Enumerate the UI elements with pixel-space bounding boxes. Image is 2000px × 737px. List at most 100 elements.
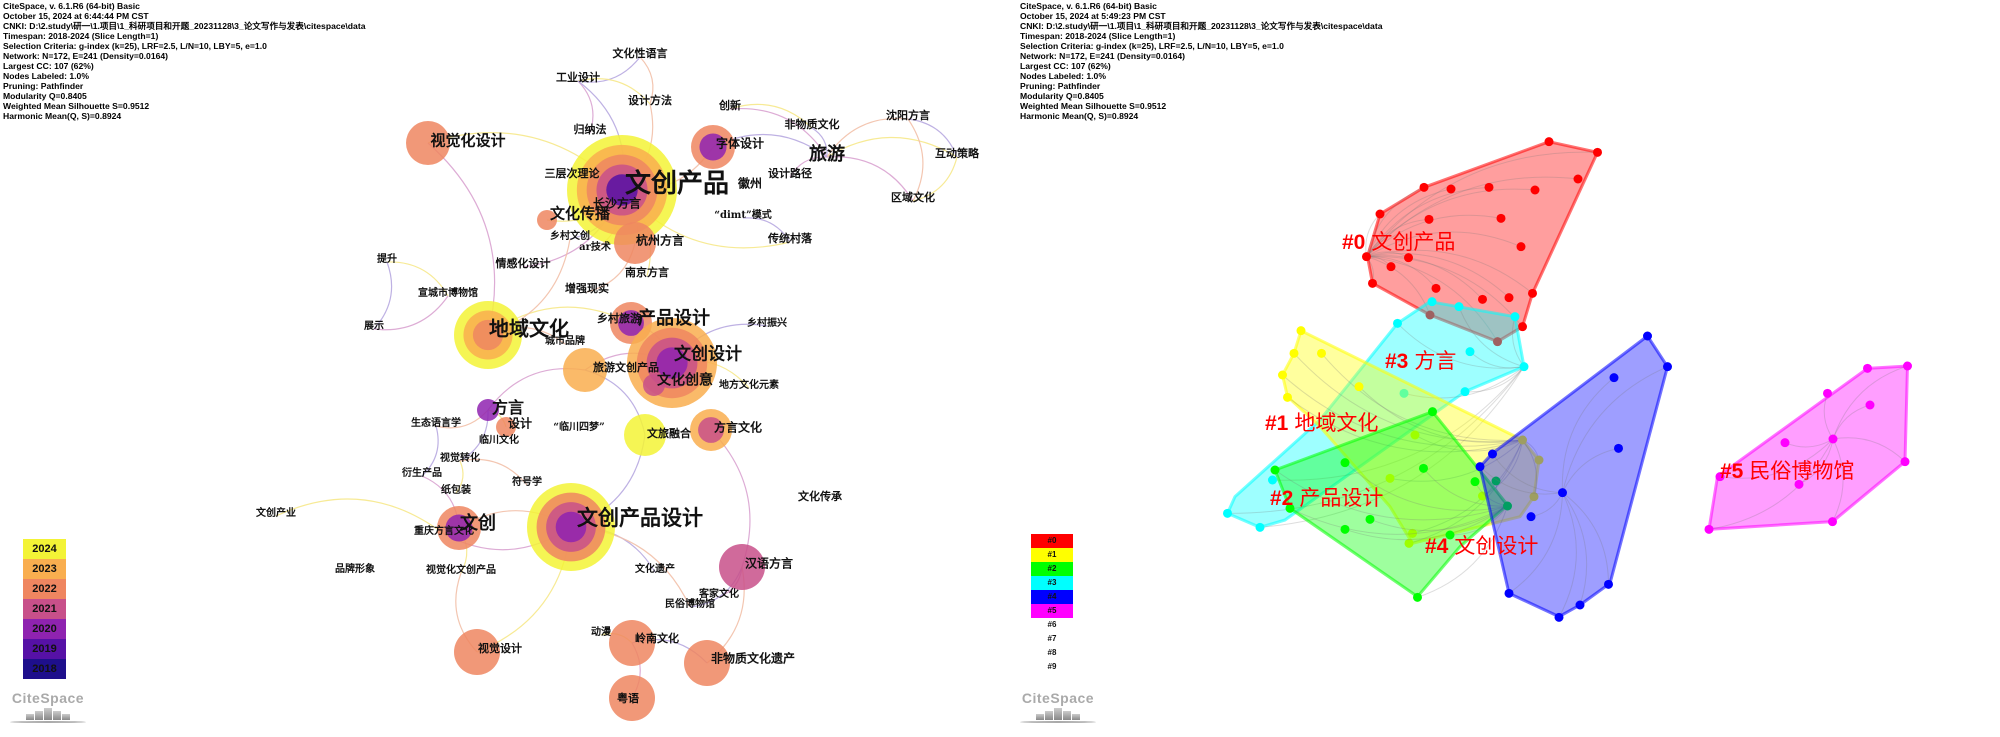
keyword-label[interactable]: 地域文化 [489,317,569,341]
keyword-label[interactable]: 方言 [492,398,524,417]
keyword-label[interactable]: 沈阳方言 [886,108,930,122]
cluster-node[interactable] [1340,524,1350,534]
keyword-label[interactable]: 符号学 [512,475,542,488]
cluster-node[interactable] [1454,302,1464,312]
keyword-node[interactable] [537,210,557,230]
cluster-map-graph[interactable]: #0 文创产品#1 地域文化#2 产品设计#3 方言#4 文创设计#5 民俗博物馆 [1000,0,2000,737]
cluster-label-3[interactable]: #3 方言 [1385,350,1456,373]
keyword-label[interactable]: 视觉化设计 [430,132,505,150]
cluster-node[interactable] [1255,522,1265,532]
keyword-label[interactable]: 互动策略 [935,146,980,160]
cluster-node[interactable] [1491,476,1501,486]
keyword-label[interactable]: 非物质文化 [785,117,840,131]
keyword-label[interactable]: “临川四梦” [553,420,605,433]
keyword-label[interactable]: 视觉设计 [478,641,522,655]
keyword-node[interactable] [643,374,665,396]
cluster-node[interactable] [1354,382,1364,392]
keyword-label[interactable]: 区域文化 [891,190,935,204]
cluster-node[interactable] [1404,538,1414,548]
cluster-node[interactable] [1289,348,1299,358]
cluster-node[interactable] [1780,438,1790,448]
cluster-node[interactable] [1903,361,1912,371]
cluster-node[interactable] [1544,137,1554,147]
keyword-label[interactable]: 纸包装 [441,483,471,496]
cluster-node[interactable] [1614,443,1623,453]
keyword-label[interactable]: ar技术 [579,240,611,253]
cluster-node[interactable] [1609,373,1619,383]
keyword-node[interactable] [406,121,450,165]
cluster-node[interactable] [1431,283,1441,293]
cluster-node[interactable] [1663,362,1672,372]
keyword-label[interactable]: 汉语方言 [745,556,793,571]
keyword-node[interactable] [496,417,516,437]
keyword-label[interactable]: 文化传播 [550,205,611,223]
keyword-node[interactable] [614,222,656,264]
cluster-node[interactable] [1604,579,1613,589]
keyword-label[interactable]: 城市品牌 [545,334,585,347]
cluster-node[interactable] [1828,517,1837,527]
cluster-node[interactable] [1575,600,1585,610]
keyword-label[interactable]: 民俗博物馆 [665,597,715,610]
cluster-node[interactable] [1362,252,1371,262]
cluster-node[interactable] [1530,185,1540,195]
keyword-label[interactable]: 文化传承 [798,489,843,503]
keyword-label[interactable]: 岭南文化 [635,631,679,645]
keyword-label[interactable]: 展示 [364,320,384,332]
keyword-label[interactable]: 创新 [718,98,741,112]
keyword-label[interactable]: 视觉转化 [440,451,480,464]
keyword-label[interactable]: 文创设计 [674,343,742,364]
keyword-label[interactable]: 设计路径 [768,166,812,180]
cluster-node[interactable] [1404,253,1413,263]
keyword-label[interactable]: 视觉化文创产品 [426,563,496,576]
cluster-node[interactable] [1496,213,1506,223]
cluster-node[interactable] [1828,434,1838,444]
cluster-node[interactable] [1317,348,1326,358]
keyword-label[interactable]: 旅游文创产品 [593,360,659,374]
cluster-node[interactable] [1386,262,1396,272]
keyword-label[interactable]: 长沙方言 [593,196,641,211]
keyword-label[interactable]: 传统村落 [767,231,813,245]
keyword-label[interactable]: 文化性语言 [613,46,668,60]
cluster-node[interactable] [1393,318,1402,328]
cluster-2[interactable] [1270,407,1513,602]
keyword-label[interactable]: 文创产业 [256,506,296,519]
cluster-node[interactable] [1900,457,1910,467]
keyword-node[interactable] [527,483,615,571]
keyword-node[interactable] [690,409,732,451]
keyword-label[interactable]: 非物质文化遗产 [711,651,795,666]
keyword-node[interactable] [454,629,500,675]
keyword-node[interactable] [691,125,735,169]
keyword-node[interactable] [567,135,677,245]
keyword-label[interactable]: 徽州 [737,176,762,191]
cluster-node[interactable] [1278,370,1287,380]
cluster-label-0[interactable]: #0 文创产品 [1342,231,1455,254]
cluster-node[interactable] [1385,473,1395,483]
cluster-node[interactable] [1427,297,1437,307]
cluster-node[interactable] [1270,465,1280,475]
cluster-node[interactable] [1504,588,1514,598]
cluster-4[interactable] [1475,331,1673,622]
cluster-node[interactable] [1375,209,1385,219]
keyword-label[interactable]: 文化创意 [657,371,713,388]
cluster-node[interactable] [1529,492,1539,502]
cluster-node[interactable] [1593,147,1602,157]
cluster-node[interactable] [1519,362,1529,372]
cluster-node[interactable] [1510,312,1520,322]
keyword-label[interactable]: 情感化设计 [496,256,551,270]
keyword-label[interactable]: 宣城市博物馆 [418,286,478,299]
keyword-label[interactable]: 临川文化 [479,433,519,446]
cluster-node[interactable] [1475,462,1485,472]
keyword-label[interactable]: 设计方法 [628,93,672,107]
keyword-label[interactable]: 归纳法 [574,122,607,136]
keyword-label[interactable]: 杭州方言 [636,233,684,248]
cluster-node[interactable] [1446,184,1456,194]
cluster-node[interactable] [1399,388,1409,398]
cluster-label-2[interactable]: #2 产品设计 [1270,487,1383,510]
cluster-node[interactable] [1268,475,1277,485]
keyword-node[interactable] [609,620,655,666]
keyword-label[interactable]: “dimt”模式 [714,208,772,221]
cluster-node[interactable] [1865,400,1875,410]
cluster-node[interactable] [1223,508,1232,518]
cluster-node[interactable] [1504,293,1514,303]
